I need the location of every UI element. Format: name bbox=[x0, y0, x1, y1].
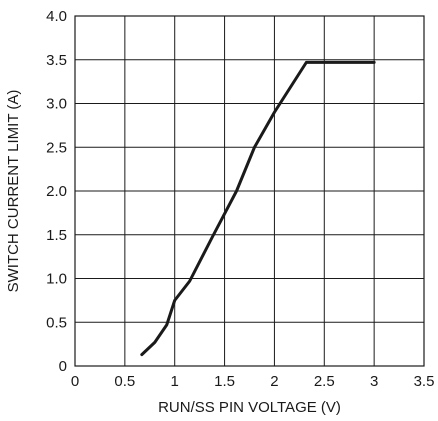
grid bbox=[74, 15, 425, 367]
x-tick-label: 1 bbox=[171, 373, 179, 390]
series-layer bbox=[140, 60, 376, 357]
y-tick-label: 0 bbox=[59, 358, 67, 375]
y-axis-label: SWITCH CURRENT LIMIT (A) bbox=[5, 90, 22, 293]
y-tick-label: 3.5 bbox=[46, 52, 67, 69]
y-tick-label: 4.0 bbox=[46, 8, 67, 25]
x-tick-label: 1.5 bbox=[214, 373, 235, 390]
y-tick-label: 2.0 bbox=[46, 183, 67, 200]
x-tick-label: 0 bbox=[71, 373, 79, 390]
y-tick-label: 1.0 bbox=[46, 271, 67, 288]
plot-border bbox=[74, 15, 425, 367]
x-axis-label: RUN/SS PIN VOLTAGE (V) bbox=[158, 399, 341, 416]
x-tick-label: 3 bbox=[370, 373, 378, 390]
y-tick-label: 3.0 bbox=[46, 96, 67, 113]
tick-labels: 0 0.5 1 1.5 2 2.5 3 3.5 0 0.5 1.0 1.5 2.0 2.5 3.0 3.5 4.… bbox=[46, 8, 434, 390]
x-tick-label: 2 bbox=[270, 373, 278, 390]
y-tick-label: 1.5 bbox=[46, 227, 67, 244]
y-tick-label: 0.5 bbox=[46, 314, 67, 331]
y-tick-label: 2.5 bbox=[46, 139, 67, 156]
series-line bbox=[140, 60, 376, 357]
x-tick-label: 2.5 bbox=[314, 373, 335, 390]
x-tick-label: 3.5 bbox=[414, 373, 435, 390]
x-tick-label: 0.5 bbox=[114, 373, 135, 390]
